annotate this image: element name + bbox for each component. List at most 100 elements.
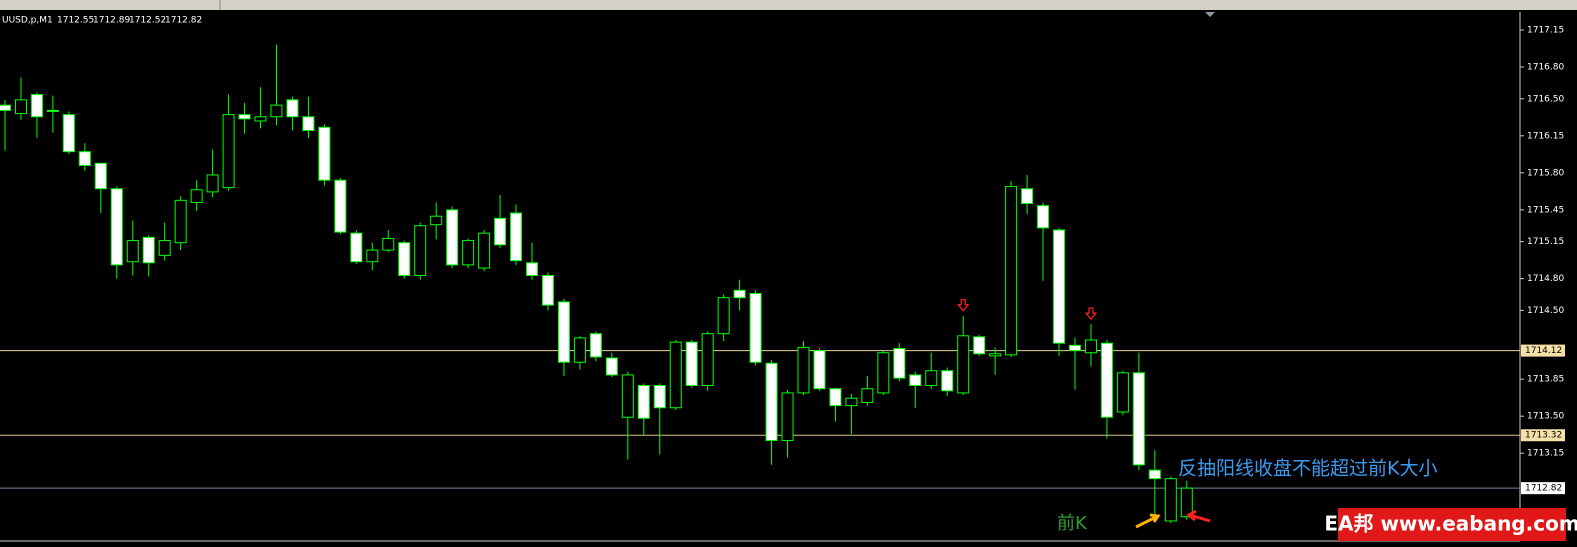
header-value: 1712.52 xyxy=(129,16,166,26)
candle-body xyxy=(0,104,11,111)
price-label: 1712.82 xyxy=(1525,484,1562,494)
candle-body xyxy=(1132,372,1145,466)
candle-body xyxy=(446,209,459,266)
candle-body xyxy=(621,374,634,418)
candle-body xyxy=(494,217,507,246)
candle-body xyxy=(350,232,363,263)
watermark-box xyxy=(1338,508,1566,541)
candle-body xyxy=(733,289,746,299)
candle-body xyxy=(861,388,874,403)
header-value: 1712.55 xyxy=(57,16,94,26)
candle-body xyxy=(174,199,187,244)
candle-body xyxy=(190,189,203,203)
y-tick-label: 1713.15 xyxy=(1527,449,1564,459)
y-tick-label: 1713.50 xyxy=(1527,412,1564,422)
candle-body xyxy=(957,335,970,394)
plot xyxy=(0,44,1520,524)
candle-body xyxy=(573,337,586,363)
candle-body xyxy=(1148,469,1161,480)
annotation: 前K xyxy=(1057,513,1088,534)
price-label: 1714.12 xyxy=(1525,346,1562,356)
candle-body xyxy=(478,232,491,269)
candle-body xyxy=(462,240,475,266)
candle-body xyxy=(813,350,826,390)
candle-body xyxy=(765,362,778,442)
candle-body xyxy=(973,336,986,355)
candle-body xyxy=(989,353,1002,357)
candle-body xyxy=(717,297,730,335)
annotation: 反抽阳线收盘不能超过前K大小 xyxy=(1178,458,1437,480)
candle-body xyxy=(1116,372,1129,413)
candle-body xyxy=(797,346,810,394)
candle-body xyxy=(414,225,427,276)
header-value: 1712.82 xyxy=(165,16,202,26)
candle-body xyxy=(14,99,27,115)
candle-body xyxy=(142,236,155,264)
window-strip xyxy=(0,0,1577,10)
candle-body xyxy=(158,240,171,256)
candle-body xyxy=(893,347,906,379)
candle-body xyxy=(1005,186,1018,356)
candle-body xyxy=(366,249,379,263)
header-value: 1712.89 xyxy=(93,16,130,26)
candle-body xyxy=(749,292,762,363)
y-tick-label: 1715.15 xyxy=(1527,237,1564,247)
price-label-box xyxy=(1521,482,1565,495)
candle-body xyxy=(62,114,75,153)
candle-body xyxy=(829,388,842,407)
candle-body xyxy=(589,333,602,358)
y-tick-label: 1716.80 xyxy=(1527,63,1564,73)
candle-body xyxy=(701,333,714,387)
signal-arrow xyxy=(1084,307,1098,321)
candle-body xyxy=(925,370,938,387)
candle-body xyxy=(302,116,315,132)
candle-body xyxy=(526,262,539,276)
candle-body xyxy=(270,104,283,118)
candle-body xyxy=(30,94,43,118)
candle-body xyxy=(94,162,107,190)
candle-body xyxy=(510,212,523,262)
y-tick-label: 1717.15 xyxy=(1527,25,1564,35)
candle-body xyxy=(110,188,123,266)
y-tick-label: 1716.15 xyxy=(1527,131,1564,141)
candle-body xyxy=(685,341,698,387)
price-label: 1713.32 xyxy=(1525,431,1562,441)
watermark: EA邦 www.eabang.com xyxy=(1324,512,1577,536)
candle-body xyxy=(382,237,395,251)
candle-body xyxy=(1100,342,1113,418)
candle-body xyxy=(334,179,347,233)
candle-body xyxy=(1164,478,1177,522)
candle-body xyxy=(238,114,251,120)
candle-body xyxy=(126,240,139,263)
y-tick-label: 1714.80 xyxy=(1527,274,1564,284)
shift-marker xyxy=(1205,12,1215,17)
candle-body xyxy=(1053,229,1066,344)
candle-body xyxy=(46,109,59,112)
y-tick-label: 1716.50 xyxy=(1527,94,1564,104)
candle-body xyxy=(653,385,666,409)
candle-body xyxy=(669,341,682,409)
pointer-arrow xyxy=(1186,509,1211,523)
y-tick-label: 1715.80 xyxy=(1527,168,1564,178)
price-label-box xyxy=(1521,429,1565,442)
y-tick-label: 1713.85 xyxy=(1527,375,1564,385)
symbol: UUSD,p,M1 xyxy=(2,16,53,26)
candle-body xyxy=(605,357,618,376)
candle-body xyxy=(845,397,858,407)
candle-body xyxy=(557,301,570,363)
candle-body xyxy=(206,174,219,193)
candle-body xyxy=(1180,487,1193,518)
candle-body xyxy=(941,370,954,392)
candle-body xyxy=(430,215,443,226)
candle-body xyxy=(637,385,650,419)
price-label-box xyxy=(1521,344,1565,357)
y-tick-label: 1715.45 xyxy=(1527,205,1564,215)
candle-body xyxy=(541,274,554,306)
candle-body xyxy=(254,116,267,122)
candle-body xyxy=(1037,205,1050,229)
candle-body xyxy=(877,352,890,394)
y-tick-label: 1714.50 xyxy=(1527,306,1564,316)
candle-body xyxy=(1084,339,1097,354)
